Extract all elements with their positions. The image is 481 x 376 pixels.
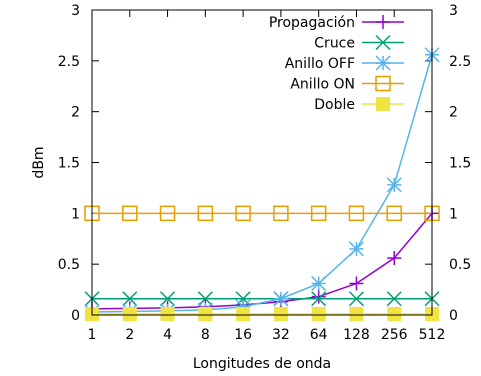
- series-line: [91, 212, 433, 310]
- data-point: [122, 306, 137, 321]
- data-point: [348, 291, 364, 307]
- legend-swatch-marker: [376, 97, 390, 111]
- plot-frame: [91, 9, 433, 316]
- x-tick-label: 4: [163, 327, 172, 343]
- x-tick-label: 512: [419, 327, 446, 343]
- y-tick-label: 0.5: [58, 257, 80, 273]
- data-point: [160, 306, 175, 321]
- series-anillo-on: [84, 205, 440, 222]
- data-point: [235, 291, 251, 307]
- legend-swatch-marker: [375, 55, 391, 71]
- data-point: [235, 205, 251, 222]
- data-point: [160, 291, 176, 307]
- y2-tick-label: 3: [449, 3, 458, 19]
- data-point: [311, 291, 327, 307]
- legend-item: Cruce: [314, 34, 404, 52]
- legend: Propagación Cruce Anillo OFF Anillo ON Doble: [269, 15, 404, 113]
- y-tick-label: 3: [71, 3, 80, 19]
- legend-item: Anillo ON: [290, 75, 404, 93]
- y-tick-label: 1: [71, 206, 80, 222]
- series-anillo-off: [84, 47, 440, 320]
- data-point: [122, 291, 138, 307]
- data-point: [349, 306, 364, 321]
- data-point: [386, 177, 402, 193]
- x-tick-label: 2: [125, 327, 134, 343]
- x-tick-label: 256: [381, 327, 408, 343]
- data-point: [197, 291, 213, 307]
- data-point: [348, 241, 364, 257]
- legend-label: Anillo ON: [290, 77, 355, 93]
- y-tick-label: 1.5: [58, 156, 80, 172]
- data-point: [236, 306, 251, 321]
- x-tick-label: 32: [272, 327, 290, 343]
- data-point: [310, 205, 327, 222]
- data-point: [122, 205, 138, 222]
- y2-tick-label: 0: [449, 308, 458, 324]
- legend-item: Anillo OFF: [285, 55, 404, 72]
- legend-label: Anillo OFF: [285, 56, 355, 72]
- series-layer: [84, 47, 440, 321]
- x-tick-label: 8: [201, 327, 210, 343]
- legend-item: Propagación: [269, 15, 404, 31]
- data-point: [348, 205, 365, 222]
- legend-swatch-marker: [375, 34, 391, 51]
- data-point: [311, 306, 326, 321]
- data-point: [386, 205, 402, 222]
- data-point: [387, 251, 402, 266]
- y2-tick-label: 2: [449, 105, 458, 121]
- data-point: [273, 306, 288, 321]
- y2-tick-label: 1.5: [449, 156, 471, 172]
- legend-label: Doble: [314, 97, 355, 113]
- y2-tick-label: 0.5: [449, 257, 471, 273]
- data-point: [311, 275, 327, 292]
- legend-swatch-marker: [376, 15, 390, 29]
- data-point: [198, 306, 213, 321]
- y-tick-label: 2: [71, 105, 80, 121]
- x-axis-title: Longitudes de onda: [193, 356, 331, 372]
- data-point: [273, 291, 289, 307]
- y-tick-label: 0: [71, 308, 80, 324]
- x-tick-label: 16: [234, 327, 252, 343]
- series-doble: [85, 306, 439, 321]
- y2-tick-label: 2.5: [449, 54, 471, 70]
- legend-item: Doble: [314, 97, 404, 113]
- y-axis-title: dBm: [31, 146, 47, 178]
- data-point: [197, 205, 214, 222]
- data-point: [349, 276, 364, 291]
- series-line: [91, 54, 433, 313]
- x-tick-label: 128: [343, 327, 370, 343]
- data-point: [311, 289, 326, 304]
- data-point: [386, 291, 402, 307]
- data-point: [273, 205, 289, 222]
- legend-label: Cruce: [314, 36, 355, 52]
- x-tick-label: 64: [310, 327, 328, 343]
- legend-swatch-marker: [375, 75, 391, 92]
- y-tick-label: 2.5: [58, 54, 80, 70]
- ticks-layer: 0 0.5 1 1.5 2 2.5 3 0 0.5 1 1.5 2 2.5 3 1 2 4 8 16 32 64 128 2…: [58, 3, 472, 343]
- data-point: [159, 205, 176, 222]
- data-point: [387, 306, 402, 321]
- legend-label: Propagación: [269, 15, 355, 31]
- y2-tick-label: 1: [449, 206, 458, 222]
- x-tick-label: 1: [88, 327, 97, 343]
